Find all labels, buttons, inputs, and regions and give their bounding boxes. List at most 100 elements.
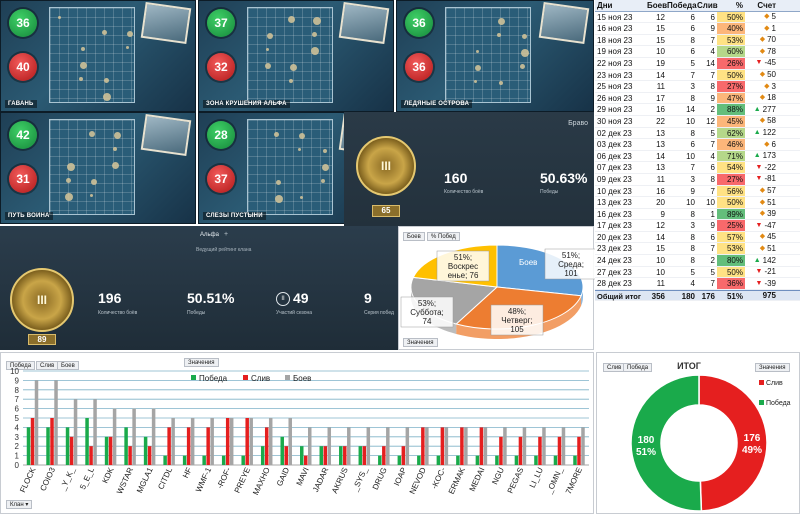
table-cell: 13 — [656, 163, 665, 173]
bar — [65, 427, 70, 465]
pie-battles-button[interactable]: Боев — [403, 232, 425, 241]
island-icon — [65, 193, 73, 201]
island-icon — [90, 194, 93, 197]
map-photo — [140, 113, 192, 157]
map-name: ПУТЬ ВОИНА — [5, 212, 53, 220]
table-cell: 10 — [686, 198, 695, 208]
bar — [479, 427, 484, 465]
island-icon — [79, 77, 83, 81]
table-row: 28 дек 23 11 4 7 36% ▼ -39 — [595, 278, 800, 290]
bar — [538, 436, 542, 465]
bar — [280, 436, 284, 465]
table-cell: ◆ 6 — [764, 139, 776, 149]
bar — [288, 418, 292, 465]
thumb-down-icon: ▼ — [755, 221, 763, 229]
svg-text:51%;: 51%; — [454, 253, 472, 262]
table-cell: 27% — [717, 81, 745, 92]
table-cell: 27% — [717, 173, 745, 185]
island-icon — [276, 180, 281, 185]
svg-text:51%;: 51%; — [562, 251, 580, 260]
island-icon — [266, 48, 269, 51]
alpha-subtitle: Ведущий рейтинг клана — [196, 247, 252, 253]
table-row: 26 ноя 23 17 8 9 47% ◆ 18 — [595, 92, 800, 105]
bar-wins-button[interactable]: Победа — [6, 361, 36, 370]
bar — [108, 436, 113, 465]
table-cell: 10 — [706, 198, 715, 208]
table-cell: 11 — [656, 82, 665, 92]
x-tick-label: PREYE — [233, 466, 253, 494]
table-cell: 15 ноя 23 — [597, 12, 633, 22]
table-cell: 15 — [656, 35, 665, 45]
pie-values-button[interactable]: Значения — [403, 338, 438, 347]
table-cell: 5 — [690, 267, 695, 277]
svg-text:Победа: Победа — [199, 374, 228, 383]
table-cell: 6 — [690, 47, 695, 57]
y-tick-label: 3 — [15, 433, 20, 442]
clan-filter-button[interactable]: Клан ▾ — [6, 500, 33, 509]
table-header-cell[interactable]: Слив — [697, 1, 718, 10]
x-tick-label: WMF-1 — [194, 466, 213, 494]
table-cell: 14 — [656, 232, 665, 242]
table-row: 16 ноя 23 15 6 9 40% ◆ 1 — [595, 23, 800, 35]
table-cell: 25 ноя 23 — [597, 82, 633, 92]
thumb-neutral-icon: ◆ — [759, 244, 766, 252]
pie-data-label: 48%;Четверг;105 — [490, 304, 544, 336]
bar — [206, 427, 210, 465]
bar — [417, 455, 421, 465]
table-row: 06 дек 23 14 10 4 71% ▲ 173 — [595, 150, 800, 163]
table-cell: ▼ -81 — [755, 174, 777, 184]
donut-values-button[interactable]: Значения — [755, 363, 790, 372]
table-cell: 7 — [690, 70, 695, 80]
table-cell: ◆ 5 — [764, 12, 776, 22]
thumb-neutral-icon: ◆ — [759, 71, 766, 79]
thumb-neutral-icon: ◆ — [759, 47, 766, 55]
bar-values-button[interactable]: Значения — [184, 358, 219, 367]
table-header-cell[interactable]: Дни — [597, 1, 613, 10]
table-row: 19 ноя 23 10 6 4 60% ◆ 78 — [595, 46, 800, 58]
bar — [190, 418, 195, 465]
svg-text:180: 180 — [638, 435, 655, 446]
bar-battles-button[interactable]: Боев — [57, 361, 79, 370]
table-cell: 20 дек 23 — [597, 232, 632, 242]
island-icon — [80, 62, 87, 69]
alpha-battles-label: Количество боёв — [98, 310, 138, 316]
table-cell: ◆ 78 — [759, 46, 776, 56]
table-cell: ◆ 1 — [764, 23, 776, 33]
table-row: 02 дек 23 13 8 5 62% ▲ 122 — [595, 127, 800, 140]
bar — [124, 427, 128, 465]
table-cell: 19 ноя 23 — [597, 47, 633, 57]
y-tick-label: 4 — [15, 423, 20, 432]
total-donut-panel: Слив Победа Значения ИТОГ 176 49% 180 51% Сли… — [596, 352, 800, 514]
bar — [167, 427, 171, 465]
table-row: 29 ноя 23 16 14 2 88% ▲ 277 — [595, 104, 800, 116]
legend-item: Боев — [285, 374, 311, 383]
island-icon — [520, 64, 525, 69]
table-cell: 8 — [690, 35, 695, 45]
svg-text:Боев: Боев — [293, 374, 311, 383]
island-icon — [275, 195, 283, 203]
thumb-neutral-icon: ◆ — [764, 82, 770, 90]
pie-pct-button[interactable]: % Побед — [427, 232, 460, 241]
svg-text:49%: 49% — [742, 445, 762, 456]
y-tick-label: 1 — [15, 452, 20, 461]
bar — [202, 455, 206, 465]
table-header-cell[interactable]: Победа — [667, 1, 697, 10]
table-cell: 5 — [710, 128, 715, 138]
minimap — [49, 7, 135, 103]
table-cell: 53% — [717, 243, 745, 255]
svg-text:Воскрес: Воскрес — [448, 262, 478, 271]
table-header-cell[interactable]: Счет — [757, 0, 776, 10]
table-header-cell[interactable]: % Побед — [718, 1, 743, 22]
donut-wins-button[interactable]: Победа — [623, 363, 653, 372]
table-cell: 9 — [710, 221, 715, 231]
table-header-cell[interactable]: Боев — [647, 1, 668, 10]
svg-text:Победа: Победа — [766, 399, 791, 407]
table-cell: ▼ -21 — [755, 267, 777, 277]
minimap — [445, 7, 531, 103]
bar — [366, 427, 371, 465]
bravo-battles-label: Количество боёв — [444, 189, 484, 195]
bar — [464, 427, 468, 465]
table-cell: 54% — [717, 162, 745, 173]
table-row: 07 дек 23 13 7 6 54% ▼ -22 — [595, 162, 800, 174]
